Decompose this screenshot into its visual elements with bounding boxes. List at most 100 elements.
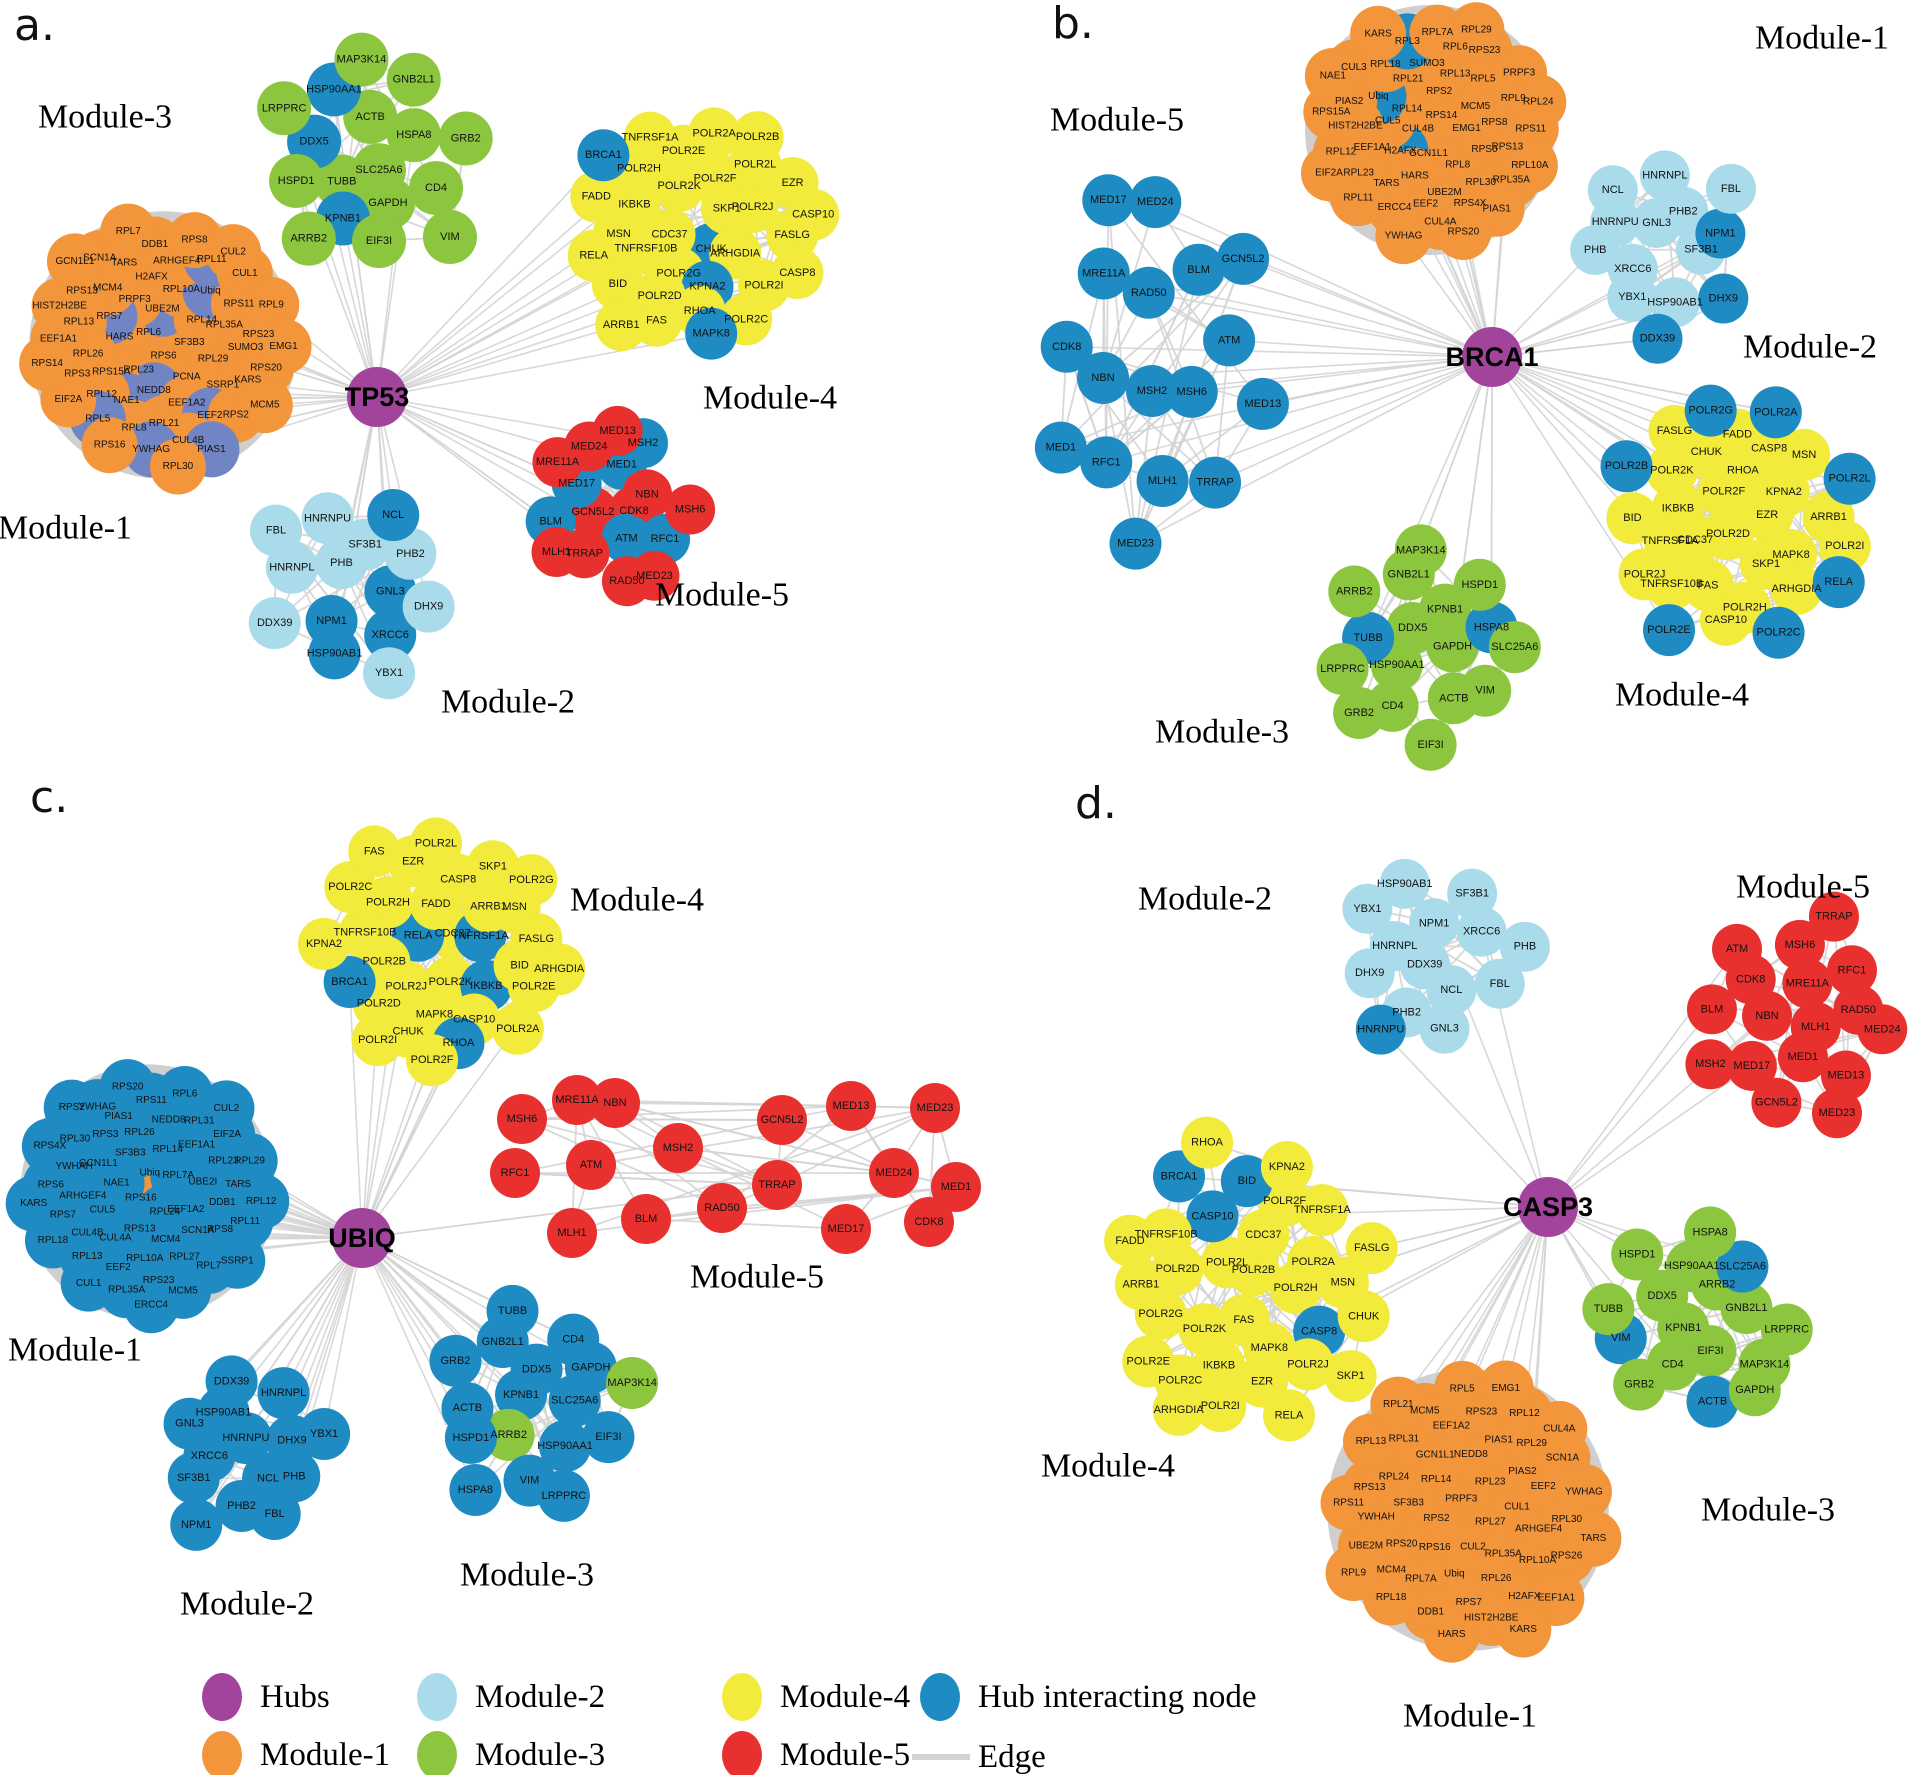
node-label: RPL10A [163,284,201,295]
network-node [1749,386,1802,439]
node-label: MSH2 [1137,385,1168,397]
node-label: BRCA1 [331,976,368,988]
node-label: POLR2G [509,874,554,886]
module-label: Module-1 [0,510,132,547]
network-node [209,1232,266,1289]
node-label: MLH1 [542,546,571,558]
node-label: POLR2I [1825,540,1864,552]
node-label: YWHAG [1385,231,1423,242]
node-label: POLR2J [1624,568,1666,580]
hub-edge [1214,356,1493,484]
network-node [1344,948,1395,999]
node-label: GCN5L2 [761,1114,804,1126]
node-label: MED23 [917,1102,954,1114]
network-node [1109,517,1162,570]
network-node [1695,208,1746,259]
node-label: NAE1 [1320,70,1347,81]
node-label: BLM [539,515,562,527]
node-label: IKBKB [1203,1359,1235,1371]
network-node [537,1469,590,1522]
node-label: POLR2L [1828,473,1870,485]
network-node [1499,921,1550,972]
node-label: PHB [1514,941,1537,953]
node-label: FAS [646,315,667,327]
edge [1105,200,1110,463]
node-label: VIM [1611,1332,1631,1344]
node-label: RPS20 [250,362,282,373]
network-node [1501,137,1558,194]
node-label: UBE2M [145,303,179,314]
node-label: TRRAP [1815,911,1852,923]
node-label: RPS2 [1423,1513,1450,1524]
network-node [257,1367,310,1420]
node-label: VIM [440,231,460,243]
hub-edge [361,1059,433,1239]
node-label: RFC1 [1838,964,1867,976]
node-label: RPL21 [1393,73,1424,84]
node-label: MSH6 [1176,386,1207,398]
network-node [1201,1236,1254,1289]
node-label: CUL5 [1375,115,1401,126]
node-label: FBL [1721,183,1741,195]
edge [677,1147,895,1174]
node-label: POLR2F [694,173,737,185]
network-node [931,1162,981,1212]
node-label: RELA [1275,1409,1304,1421]
node-label: POLR2J [385,981,427,993]
node-label: POLR2G [1688,405,1733,417]
network-node [123,1277,180,1334]
node-label: FASLG [1354,1242,1389,1254]
network-node [653,1123,703,1173]
node-label: RPS8 [181,235,208,246]
node-label: H2AFX [1384,146,1417,157]
node-label: RPL11 [197,254,227,265]
network-node [352,214,407,269]
node-label: RPL14 [152,1144,183,1155]
node-label: ARRB1 [1810,511,1847,523]
node-label: GCN1L1 [1409,148,1448,159]
node-label: HSPD1 [1461,579,1498,591]
network-node [406,1034,459,1087]
node-label: HNRNPL [269,562,314,574]
node-label: ARHGDIA [1154,1404,1205,1416]
network-node [1404,718,1457,771]
legend-label: Module-5 [780,1737,910,1773]
node-label: NPM1 [181,1519,212,1531]
node-label: EMG1 [269,341,298,352]
node-label: RPL26 [124,1127,155,1138]
network-node [1172,243,1225,296]
network-node [1125,365,1178,418]
node-label: SSRP1 [206,379,239,390]
network-node [163,1397,216,1450]
network-node [449,1463,502,1516]
network-node [1189,456,1242,509]
node-label: XRCC6 [1614,263,1651,275]
node-label: CASP10 [1705,614,1747,626]
hub-edge [342,218,378,398]
network-node [308,627,361,680]
node-label: RPL13 [1356,1436,1387,1447]
module-label: Module-2 [441,684,575,721]
node-label: FADD [1723,429,1752,441]
network-node [367,489,420,542]
node-label: RPS7 [1456,1597,1483,1608]
module-label: Module-5 [1736,869,1870,906]
network-node [1300,145,1357,202]
node-label: MCM5 [1410,1405,1440,1416]
hub-edge [1229,339,1493,358]
network-node [1570,224,1621,275]
node-label: RELA [579,250,608,262]
node-label: RELA [1824,576,1853,588]
node-label: PIAS2 [1508,1466,1537,1477]
node-label: YWHAH [1358,1511,1395,1522]
node-label: NPM1 [1419,917,1450,929]
node-label: RPS3 [92,1129,119,1140]
node-label: HARS [106,331,134,342]
network-node [532,437,583,488]
network-node [1752,606,1805,659]
edge [590,1107,936,1166]
node-label: ARRB2 [290,233,327,245]
node-label: RELA [404,930,433,942]
node-label: PIAS1 [1482,203,1511,214]
node-label: SUMO3 [228,342,264,353]
